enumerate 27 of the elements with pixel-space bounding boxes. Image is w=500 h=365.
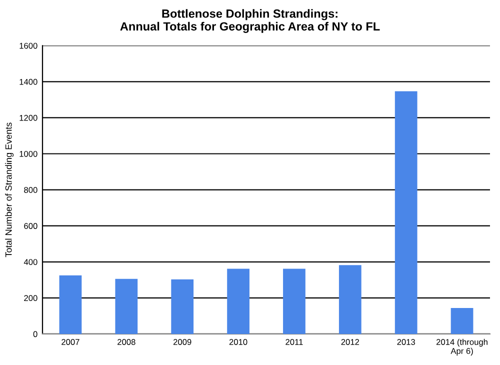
x-tick-label: 2012 [341, 339, 360, 345]
y-tick-label: 1200 [20, 114, 38, 121]
x-tick-label: 2008 [118, 339, 136, 345]
y-tick-label: 400 [24, 259, 38, 265]
y-tick-label: 200 [24, 295, 38, 302]
y-tick-label: 1000 [20, 150, 38, 157]
bar [115, 278, 138, 334]
y-tick-label: 1400 [20, 78, 38, 85]
x-tick-label: 2011 [286, 339, 303, 345]
bar [59, 275, 82, 334]
x-tick-label: 2013 [397, 339, 415, 345]
x-tick-label: 2009 [173, 339, 192, 345]
y-tick-label: 800 [24, 187, 38, 193]
y-tick-label: 0 [33, 331, 38, 338]
bar [283, 268, 306, 334]
x-tick-label: 2007 [62, 339, 80, 345]
x-tick-label: 2014 (through Apr 6) [436, 338, 488, 356]
y-tick-label: 600 [24, 223, 38, 229]
bar [171, 279, 194, 334]
bar [338, 265, 362, 334]
bar [227, 268, 250, 334]
bar [394, 91, 418, 334]
chart-title: Bottlenose Dolphin Strandings: Annual Totals for Geographic Area of NY to FL [120, 9, 380, 33]
x-tick-label: 2010 [229, 339, 248, 345]
bar [450, 308, 474, 334]
y-tick-label: 1600 [20, 42, 38, 49]
y-axis-title: Total Number of Stranding Events [5, 122, 14, 258]
